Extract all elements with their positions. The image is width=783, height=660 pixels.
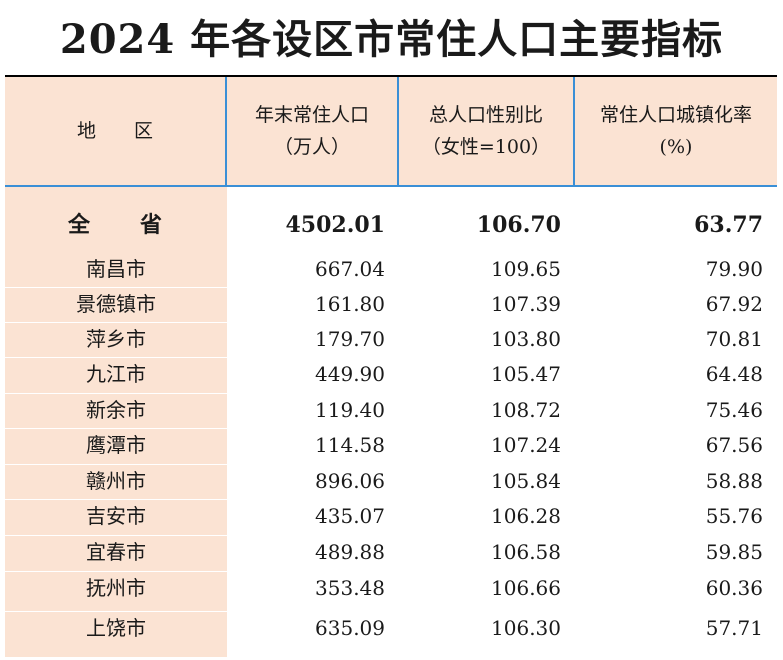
header-region-label: 地 区 — [76, 120, 153, 142]
header-population-line1: 年末常住人口 — [254, 104, 369, 126]
header-sex-ratio-line2: （女性=100） — [421, 136, 551, 158]
region-name: 南昌市 — [86, 257, 146, 281]
population-value: 635.09 — [315, 616, 385, 640]
row-separator — [5, 571, 227, 572]
row-separator — [5, 464, 227, 465]
table-header: 地 区 年末常住人口 （万人） 总人口性别比 （女性=100） 常住人口城镇化率… — [5, 77, 777, 187]
population-value: 114.58 — [315, 433, 385, 457]
table-row: 赣州市 896.06 105.84 58.88 — [5, 464, 777, 498]
row-separator — [5, 611, 227, 612]
table-row: 萍乡市 179.70 103.80 70.81 — [5, 322, 777, 356]
sex-ratio-value: 106.66 — [491, 576, 561, 600]
urbanization-value: 59.85 — [705, 540, 763, 564]
row-separator — [5, 499, 227, 500]
urbanization-value: 64.48 — [705, 362, 763, 386]
sex-ratio-value: 105.84 — [491, 469, 561, 493]
header-urbanization-line2: (%) — [659, 136, 693, 158]
sex-ratio-value: 107.24 — [491, 433, 561, 457]
row-separator — [5, 287, 227, 288]
row-separator — [5, 322, 227, 323]
population-value: 4502.01 — [285, 212, 385, 238]
population-value: 667.04 — [315, 257, 385, 281]
population-table: 地 区 年末常住人口 （万人） 总人口性别比 （女性=100） 常住人口城镇化率… — [5, 75, 777, 657]
table-row: 吉安市 435.07 106.28 55.76 — [5, 499, 777, 533]
table-row-total: 全 省 4502.01 106.70 63.77 — [5, 205, 777, 245]
region-name: 上饶市 — [86, 616, 146, 640]
table-row: 上饶市 635.09 106.30 57.71 — [5, 611, 777, 645]
population-value: 449.90 — [315, 362, 385, 386]
region-name: 景德镇市 — [76, 292, 156, 316]
population-value: 179.70 — [315, 327, 385, 351]
urbanization-value: 58.88 — [705, 469, 763, 493]
header-population: 年末常住人口 （万人） — [227, 77, 397, 185]
population-value: 161.80 — [315, 292, 385, 316]
region-name: 新余市 — [86, 398, 146, 422]
sex-ratio-value: 106.58 — [491, 540, 561, 564]
region-name: 吉安市 — [86, 504, 146, 528]
region-name: 抚州市 — [86, 576, 146, 600]
header-urbanization: 常住人口城镇化率 (%) — [575, 77, 777, 185]
region-name: 萍乡市 — [86, 327, 146, 351]
table-row: 新余市 119.40 108.72 75.46 — [5, 393, 777, 427]
header-population-line2: （万人） — [273, 136, 350, 158]
urbanization-value: 70.81 — [705, 327, 763, 351]
sex-ratio-value: 106.28 — [491, 504, 561, 528]
header-divider — [397, 77, 399, 185]
sex-ratio-value: 108.72 — [491, 398, 561, 422]
sex-ratio-value: 107.39 — [491, 292, 561, 316]
population-value: 119.40 — [315, 398, 385, 422]
urbanization-value: 67.92 — [705, 292, 763, 316]
row-separator — [5, 535, 227, 536]
table-row: 宜春市 489.88 106.58 59.85 — [5, 535, 777, 569]
row-separator — [5, 393, 227, 394]
urbanization-value: 79.90 — [705, 257, 763, 281]
region-name: 鹰潭市 — [86, 433, 146, 457]
page-title: 2024 年各设区市常住人口主要指标 — [59, 16, 724, 63]
header-sex-ratio: 总人口性别比 （女性=100） — [399, 77, 573, 185]
region-name: 赣州市 — [86, 469, 146, 493]
region-column-background — [5, 187, 227, 657]
sex-ratio-value: 106.30 — [491, 616, 561, 640]
population-value: 435.07 — [315, 504, 385, 528]
urbanization-value: 67.56 — [705, 433, 763, 457]
sex-ratio-value: 109.65 — [491, 257, 561, 281]
header-divider — [225, 77, 227, 185]
row-separator — [5, 428, 227, 429]
table-row: 抚州市 353.48 106.66 60.36 — [5, 571, 777, 605]
table-row: 鹰潭市 114.58 107.24 67.56 — [5, 428, 777, 462]
population-value: 896.06 — [315, 469, 385, 493]
population-value: 489.88 — [315, 540, 385, 564]
region-name: 宜春市 — [86, 540, 146, 564]
header-divider — [573, 77, 575, 185]
header-urbanization-line1: 常住人口城镇化率 — [599, 104, 752, 126]
urbanization-value: 75.46 — [705, 398, 763, 422]
region-name: 九江市 — [86, 362, 146, 386]
header-region: 地 区 — [5, 77, 225, 185]
table-row: 九江市 449.90 105.47 64.48 — [5, 357, 777, 391]
table-row: 南昌市 667.04 109.65 79.90 — [5, 252, 777, 286]
header-sex-ratio-line1: 总人口性别比 — [428, 104, 543, 126]
table-row: 景德镇市 161.80 107.39 67.92 — [5, 287, 777, 321]
urbanization-value: 57.71 — [705, 616, 763, 640]
urbanization-value: 55.76 — [705, 504, 763, 528]
sex-ratio-value: 106.70 — [476, 212, 561, 238]
region-name: 全 省 — [67, 212, 164, 238]
population-value: 353.48 — [315, 576, 385, 600]
urbanization-value: 60.36 — [705, 576, 763, 600]
row-separator — [5, 357, 227, 358]
sex-ratio-value: 105.47 — [491, 362, 561, 386]
urbanization-value: 63.77 — [694, 212, 763, 238]
sex-ratio-value: 103.80 — [491, 327, 561, 351]
